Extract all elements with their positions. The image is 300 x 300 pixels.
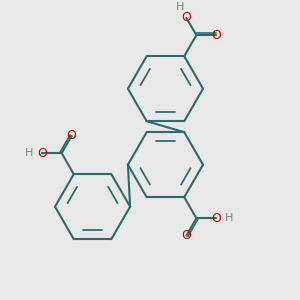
Text: O: O	[211, 28, 221, 42]
Text: O: O	[182, 11, 191, 24]
Text: O: O	[182, 229, 191, 242]
Text: O: O	[211, 212, 221, 225]
Text: O: O	[67, 129, 76, 142]
Text: H: H	[224, 213, 233, 223]
Text: H: H	[176, 2, 184, 12]
Text: O: O	[37, 147, 47, 160]
Text: H: H	[25, 148, 34, 158]
